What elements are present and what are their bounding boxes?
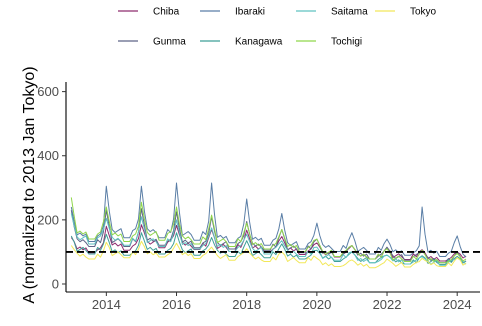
y-tick-label: 400: [37, 148, 59, 163]
x-tick-label: 2016: [162, 297, 191, 312]
axes: 0 200 400 600 2014 2016 2018 2020 2022 2024: [37, 82, 480, 312]
x-tick-label: 2022: [373, 297, 402, 312]
legend-item-chiba: Chiba: [118, 7, 180, 18]
legend-label: Saitama: [331, 7, 368, 18]
x-tick-label: 2024: [443, 297, 472, 312]
legend-label: Tochigi: [331, 37, 362, 48]
y-tick-label: 600: [37, 84, 59, 99]
legend: Chiba Gunma Ibaraki Kanagawa Saitama Tochigi T…: [118, 7, 437, 48]
legend-label: Tokyo: [410, 7, 437, 18]
legend-label: Gunma: [153, 37, 186, 48]
plot-area: [66, 182, 480, 269]
legend-label: Kanagawa: [235, 37, 283, 48]
series-line-ibaraki: [70, 182, 467, 258]
x-tick-label: 2014: [92, 297, 121, 312]
y-tick-label: 200: [37, 212, 59, 227]
legend-item-tokyo: Tokyo: [375, 7, 437, 18]
series-line-saitama: [70, 213, 467, 266]
legend-label: Chiba: [153, 7, 180, 18]
series-line-tochigi: [70, 197, 467, 264]
legend-label: Ibaraki: [235, 7, 265, 18]
legend-item-tochigi: Tochigi: [296, 37, 362, 48]
legend-item-saitama: Saitama: [296, 7, 368, 18]
y-axis-title: A (normalized to 2013 Jan Tokyo): [21, 66, 38, 303]
legend-item-gunma: Gunma: [118, 37, 186, 48]
legend-item-kanagawa: Kanagawa: [200, 37, 283, 48]
x-tick-label: 2018: [232, 297, 261, 312]
legend-item-ibaraki: Ibaraki: [200, 7, 265, 18]
y-tick-label: 0: [52, 276, 59, 291]
x-tick-label: 2020: [302, 297, 331, 312]
